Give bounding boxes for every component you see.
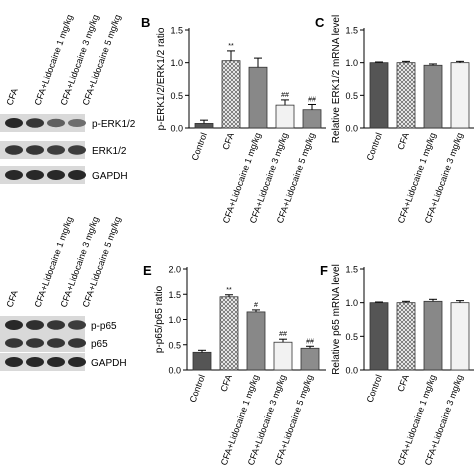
y-tick-label: 1.0 [168,315,181,325]
blot-band [26,338,44,348]
x-tick-label: Control [188,373,207,404]
x-tick-label: CFA [395,131,410,151]
blot-band [5,320,23,330]
blot-band [47,320,65,330]
blot-band-label: p65 [91,339,108,350]
chart-panel-b: Bp-ERK1/2/ERK1/2 ratio 0.0 0.5 1.0 1.5 Contro… [141,15,326,225]
y-tick-label: 1.0 [170,58,183,68]
blot-band [5,357,23,367]
significance-mark: ## [281,92,289,99]
panel-letter: C [315,15,325,30]
y-axis-label: p-ERK1/2/ERK1/2 ratio [156,27,167,130]
y-axis-label: Relative ERK1/2 mRNA level [331,15,342,143]
blot-band [68,357,86,367]
significance-mark: ## [306,338,314,345]
y-axis-label: Relative p65 mRNA level [331,264,342,375]
chart-panel-e: Ep-p65/p65 ratio 0.0 0.5 1.0 1.5 2.0 Control **… [143,263,326,467]
blot-band [26,357,44,367]
x-tick-label: CFA [395,373,410,393]
chart-panel-f: F Relative p65 mRNA level 0.0 0.5 1.0 1.5 Cont… [320,263,474,467]
x-tick-label: CFA [218,373,233,393]
bar [248,66,268,129]
bar [450,62,470,129]
y-tick-label: 0.5 [168,340,181,350]
bar [369,302,389,371]
panel-letter: B [141,15,150,30]
y-axis-label: p-p65/p65 ratio [154,285,165,353]
blot-band [26,320,44,330]
significance-mark: ## [279,331,287,338]
blot-band [5,118,23,128]
bar [221,60,241,129]
x-tick-label: CFA [220,131,235,151]
blot-band [5,170,23,180]
y-tick-label: 0.5 [345,91,358,101]
y-tick-label: 0.5 [170,91,183,101]
blot-band [47,357,65,367]
y-tick-label: 0.5 [345,332,358,342]
y-tick-label: 0.0 [170,124,183,134]
bar [450,302,470,371]
y-tick-label: 1.5 [170,26,183,36]
blot-band-label: ERK1/2 [92,146,127,157]
blot-band [68,338,86,348]
blot-band [5,338,23,348]
chart-panel-c: C Relative ERK1/2 mRNA level 0.0 0.5 1.0 1.5 C… [315,15,474,225]
y-tick-label: 1.0 [345,58,358,68]
blot-lane-label: CFA [4,87,19,107]
x-tick-label: Control [365,373,384,404]
y-tick-label: 1.5 [345,265,358,275]
y-tick-label: 1.5 [345,26,358,36]
panel-letter: F [320,263,328,278]
y-tick-label: 0.0 [345,366,358,376]
blot-band [47,145,65,155]
significance-mark: # [254,302,258,309]
bar [369,62,389,129]
blot-band-label: GAPDH [92,171,128,182]
blot-band-label: GAPDH [91,358,127,369]
blot-band [68,320,86,330]
blot-band [68,170,86,180]
blot-band [68,119,86,127]
blot-band [68,145,86,155]
bar [219,296,239,371]
y-tick-label: 0.0 [345,124,358,134]
bar [192,351,212,371]
bar [300,347,320,371]
significance-mark: ** [228,43,234,50]
bar [194,123,214,129]
blot-band [47,338,65,348]
bar [396,62,416,129]
y-tick-label: 2.0 [168,265,181,275]
panel-letter: E [143,263,152,278]
bar [423,300,443,371]
blot-band [47,170,65,180]
significance-mark: ** [226,287,232,294]
blot-band [26,145,44,155]
bar [246,311,266,371]
blot-band [5,145,23,155]
bar [275,104,295,129]
blot-band-label: p-p65 [91,321,117,332]
bar [423,64,443,129]
significance-mark: ## [308,96,316,103]
y-tick-label: 1.5 [168,290,181,300]
blot-lane-label: CFA [4,289,19,309]
y-tick-label: 1.0 [345,298,358,308]
blot-band-label: p-ERK1/2 [92,119,136,130]
x-tick-label: Control [190,131,209,162]
blot-band [26,170,44,180]
bar [273,341,293,371]
bar [302,109,322,129]
blot-band [47,118,65,128]
x-tick-label: Control [365,131,384,162]
bar [396,302,416,371]
y-tick-label: 0.0 [168,366,181,376]
blot-band [26,118,44,128]
